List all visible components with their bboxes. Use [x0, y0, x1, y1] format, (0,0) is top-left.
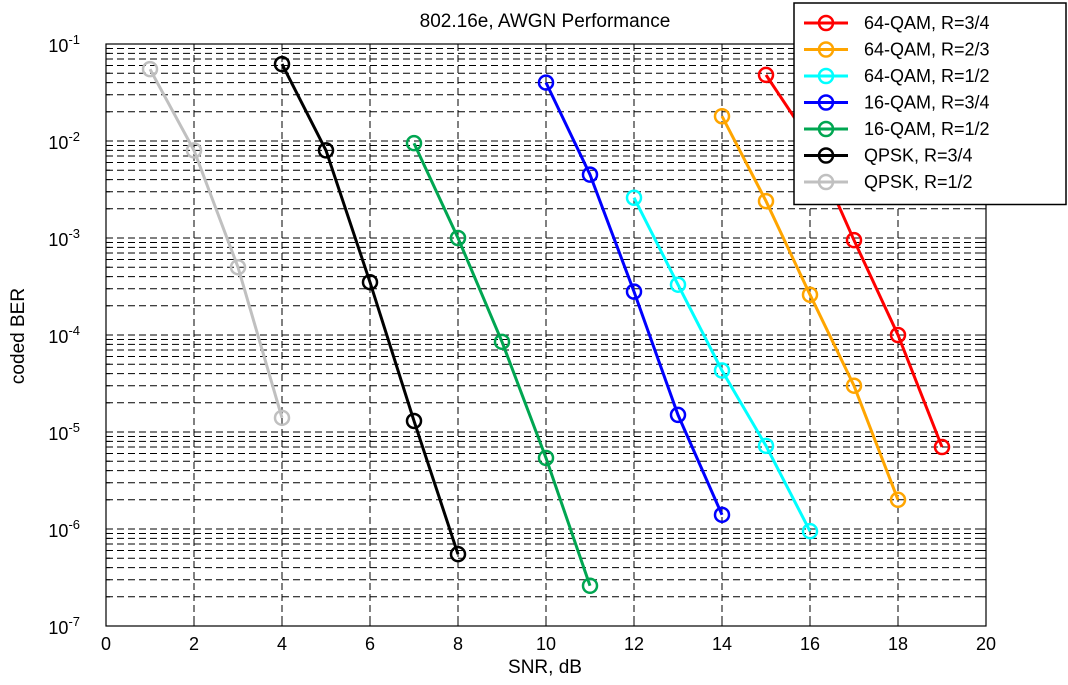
legend-label: 64-QAM, R=2/3 [864, 40, 990, 60]
legend-label: QPSK, R=1/2 [864, 172, 973, 192]
legend-label: QPSK, R=3/4 [864, 146, 973, 166]
y-axis-title: coded BER [8, 288, 29, 384]
legend: 64-QAM, R=3/4 64-QAM, R=2/3 64-QAM, R=1/2 1… [794, 3, 1066, 205]
legend-label: 16-QAM, R=3/4 [864, 93, 990, 113]
legend-label: 64-QAM, R=3/4 [864, 13, 990, 33]
x-tick-label: 10 [536, 634, 556, 654]
legend-label: 16-QAM, R=1/2 [864, 119, 990, 139]
legend-label: 64-QAM, R=1/2 [864, 66, 990, 86]
x-tick-label: 4 [277, 634, 287, 654]
x-tick-label: 20 [976, 634, 996, 654]
x-tick-label: 2 [189, 634, 199, 654]
x-tick-label: 8 [453, 634, 463, 654]
x-tick-label: 0 [101, 634, 111, 654]
chart-title: 802.16e, AWGN Performance [420, 11, 671, 32]
x-tick-label: 12 [624, 634, 644, 654]
x-tick-label: 16 [800, 634, 820, 654]
x-tick-label: 6 [365, 634, 375, 654]
x-tick-label: 18 [888, 634, 908, 654]
x-tick-label: 14 [712, 634, 732, 654]
x-axis-title: SNR, dB [508, 657, 582, 678]
